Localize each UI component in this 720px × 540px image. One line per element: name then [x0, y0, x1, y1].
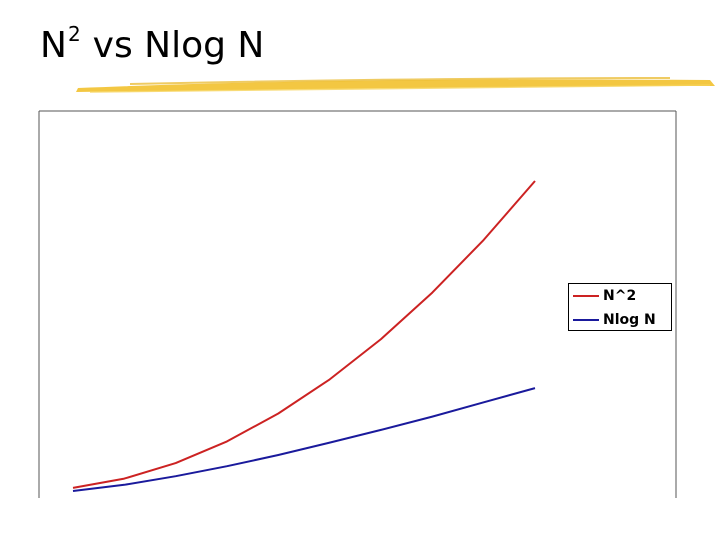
- legend-swatch-nlogn: [573, 319, 599, 321]
- plot-frame: [38, 110, 677, 498]
- title-base: N: [40, 25, 67, 66]
- legend-item-nlogn: Nlog N: [573, 310, 671, 330]
- legend-item-n2: N^2: [573, 286, 671, 306]
- series-line-nlogn: [72, 387, 536, 492]
- legend-label-nlogn: Nlog N: [603, 312, 656, 328]
- title-underline-swoosh: [76, 77, 715, 93]
- chart-legend: N^2 Nlog N: [568, 283, 672, 331]
- slide-title: N2 vs Nlog N: [40, 22, 264, 66]
- title-superscript: 2: [67, 22, 81, 46]
- legend-label-n2: N^2: [603, 288, 637, 304]
- legend-swatch-n2: [573, 295, 599, 297]
- series-line-n2: [72, 180, 536, 489]
- series-layer: [72, 180, 536, 492]
- title-rest: vs Nlog N: [92, 25, 265, 66]
